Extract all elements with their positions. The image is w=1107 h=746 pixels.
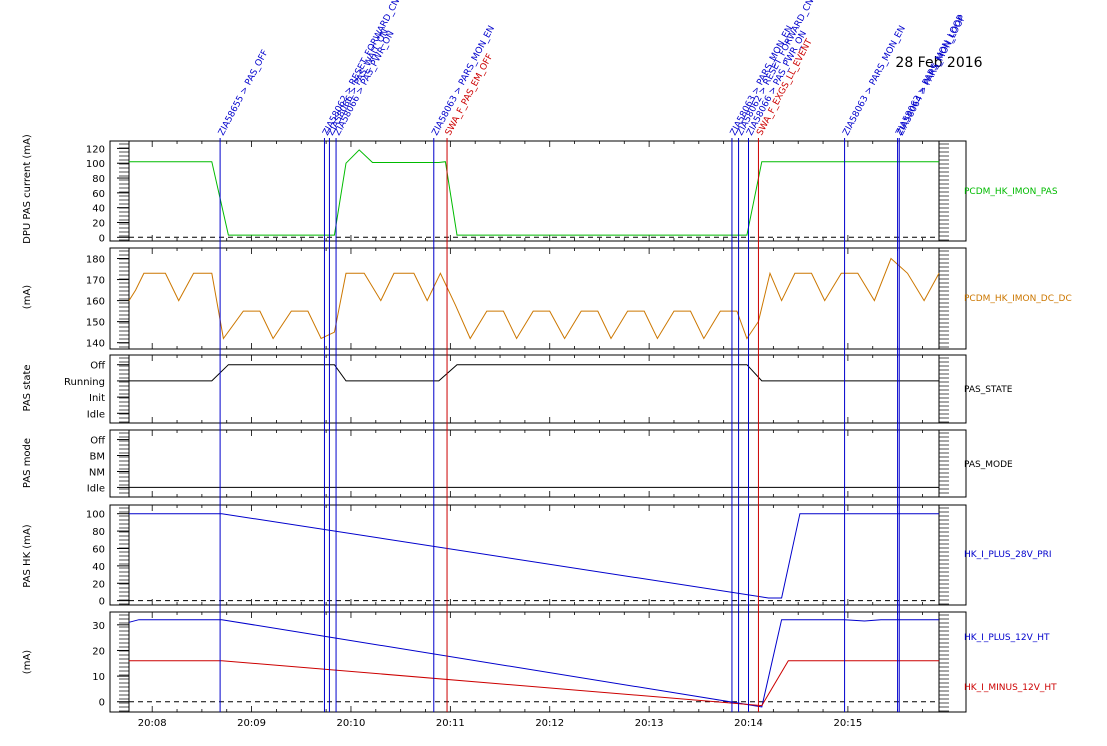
series-label: PCDM_HK_IMON_DC_DC [964, 294, 1072, 304]
x-tick-label: 20:09 [237, 718, 266, 729]
series-line [129, 660, 939, 707]
y-tick-label: 20 [92, 218, 105, 229]
y-tick-label: 60 [92, 189, 105, 200]
x-tick-label: 20:12 [535, 718, 564, 729]
panel-plot-area [128, 140, 940, 242]
y-axis-label: (mA) [22, 285, 33, 309]
series-label: PAS_MODE [964, 460, 1013, 470]
panel-plot-area [128, 611, 940, 713]
event-label: ZIA58063 > PARS_MON_EN [841, 24, 908, 137]
y-axis-label: PAS state [22, 364, 33, 411]
series-label: PAS_STATE [964, 385, 1013, 395]
y-axis-label: PAS HK (mA) [22, 524, 33, 587]
series-label: HK_I_PLUS_12V_HT [964, 633, 1050, 643]
event-label: ZIA58655 > PAS_OFF [217, 48, 271, 137]
series-line [129, 149, 939, 236]
y-tick-label: Init [89, 393, 105, 404]
panel-plot-area [128, 354, 940, 424]
y-tick-label: 0 [99, 233, 105, 244]
y-axis-label: (mA) [22, 650, 33, 674]
y-tick-label: 80 [92, 527, 105, 538]
x-tick-label: 20:11 [436, 718, 465, 729]
y-tick-label: 40 [92, 562, 105, 573]
panel-plot-area [128, 247, 940, 350]
y-tick-label: Idle [87, 483, 105, 494]
x-tick-label: 20:15 [833, 718, 862, 729]
y-tick-label: NM [89, 467, 105, 478]
y-tick-label: 170 [86, 276, 105, 287]
series-line [128, 257, 940, 340]
date-label: 28 Feb 2016 [895, 55, 982, 71]
y-tick-label: 100 [86, 159, 105, 170]
y-tick-label: 0 [99, 698, 105, 709]
y-tick-label: 0 [99, 597, 105, 608]
x-tick-label: 20:13 [635, 718, 664, 729]
panel-plot-area [128, 504, 940, 606]
series-label: PCDM_HK_IMON_PAS [964, 187, 1058, 197]
y-axis-label: DPU PAS current (mA) [22, 134, 33, 244]
x-tick-label: 20:10 [337, 718, 366, 729]
y-tick-label: 150 [86, 318, 105, 329]
event-label: ZIA58062 > RESET_FORWARD_CNT [735, 0, 819, 137]
series-line [129, 513, 939, 599]
y-tick-label: 120 [86, 144, 105, 155]
y-tick-label: BM [90, 452, 106, 463]
y-tick-label: Idle [87, 409, 105, 420]
series-label: HK_I_MINUS_12V_HT [964, 683, 1057, 693]
y-tick-label: Running [64, 377, 105, 388]
y-tick-label: 20 [92, 646, 105, 657]
y-tick-label: 10 [92, 672, 105, 683]
panel-plot-area [128, 429, 940, 498]
x-tick-label: 20:08 [138, 718, 167, 729]
y-tick-label: 20 [92, 579, 105, 590]
series-label: HK_I_PLUS_28V_PRI [964, 550, 1052, 560]
event-label: ZIA58066 > PAS_PWR_ON [333, 29, 397, 137]
y-tick-label: 180 [86, 255, 105, 266]
event-label: ZIA58063 > PARS_MON_EN [431, 24, 498, 137]
y-axis-label: PAS mode [22, 438, 33, 488]
y-tick-label: 30 [92, 621, 105, 632]
y-tick-label: 40 [92, 204, 105, 215]
y-tick-label: 160 [86, 297, 105, 308]
series-line [128, 619, 939, 708]
y-tick-label: 80 [92, 174, 105, 185]
x-tick-label: 20:14 [734, 718, 763, 729]
y-tick-label: Off [90, 436, 106, 447]
event-label: ZIA58064 > PARS_MON_LOOP [896, 13, 968, 137]
y-tick-label: 100 [86, 510, 105, 521]
y-tick-label: 140 [86, 339, 105, 350]
y-tick-label: Off [90, 361, 106, 372]
y-tick-label: 60 [92, 544, 105, 555]
